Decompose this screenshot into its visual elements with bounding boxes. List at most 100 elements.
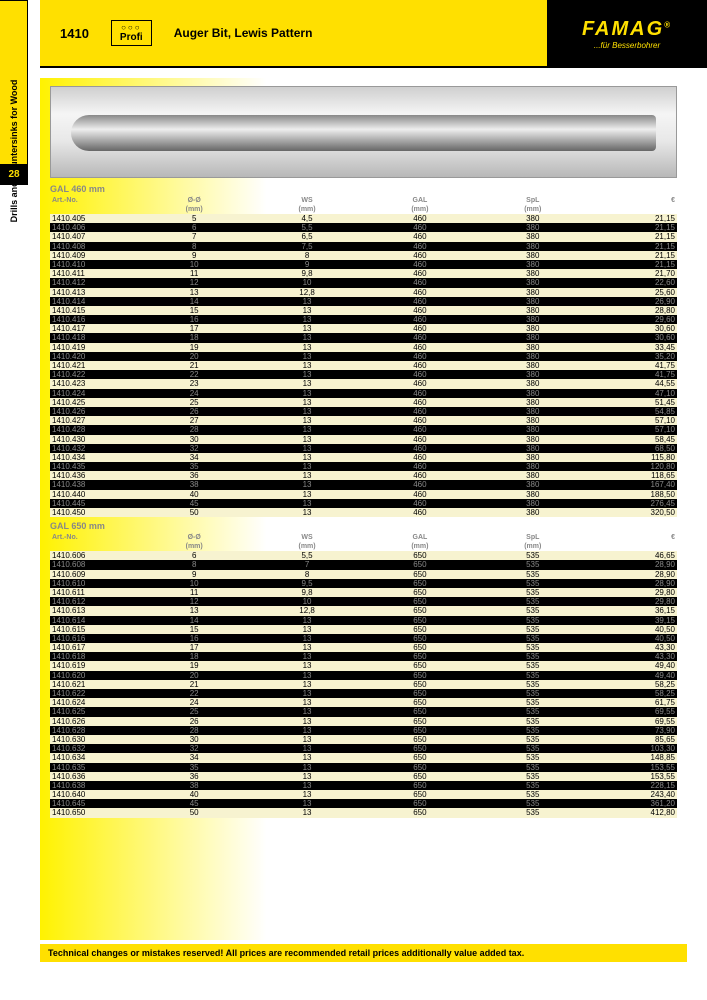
table-cell: 535 [476,799,589,808]
table-cell: 650 [363,735,476,744]
table-cell: 460 [363,398,476,407]
table-cell: 35 [138,462,251,471]
table-row: 1410.419191346038033,45 [50,343,677,352]
table-cell: 460 [363,260,476,269]
table-cell: 535 [476,643,589,652]
table-cell: 460 [363,223,476,232]
table-cell: 460 [363,242,476,251]
table-row: 1410.6099865053528,90 [50,570,677,579]
table-cell: 1410.424 [50,389,138,398]
table-cell: 13 [251,625,364,634]
table-cell: 33,45 [589,343,677,352]
table-row: 1410.614141365053539,15 [50,616,677,625]
table-row: 1410.6131312,865053536,15 [50,606,677,615]
table-row: 1410.610109,565053528,90 [50,579,677,588]
table-row: 1410.60665,565053546,65 [50,551,677,560]
table-cell: 7 [251,560,364,569]
table-cell: 1410.615 [50,625,138,634]
table-cell: 1410.620 [50,671,138,680]
table-cell: 14 [138,297,251,306]
section-title: GAL 650 mm [50,521,677,531]
table-cell: 32 [138,444,251,453]
footer-disclaimer: Technical changes or mistakes reserved! … [40,944,687,962]
table-cell: 21,15 [589,242,677,251]
table-cell: 1410.606 [50,551,138,560]
table-row: 1410.6363613650535153,55 [50,772,677,781]
table-cell: 650 [363,579,476,588]
table-cell: 228,15 [589,781,677,790]
column-header: € [589,533,677,542]
table-cell: 13 [251,333,364,342]
table-cell: 12,8 [251,288,364,297]
table-cell: 13 [251,508,364,517]
table-row: 1410.416161346038029,60 [50,315,677,324]
table-cell: 13 [251,343,364,352]
table-cell: 1410.411 [50,269,138,278]
table-cell: 650 [363,606,476,615]
table-cell: 460 [363,499,476,508]
table-cell: 35,20 [589,352,677,361]
table-cell: 380 [476,480,589,489]
table-cell: 1410.419 [50,343,138,352]
table-cell: 1410.634 [50,753,138,762]
table-cell: 1410.626 [50,717,138,726]
page-number: 28 [0,165,28,185]
table-row: 1410.4505013460380320,50 [50,508,677,517]
table-cell: 276,45 [589,499,677,508]
table-cell: 650 [363,698,476,707]
table-cell: 380 [476,499,589,508]
table-cell: 45 [138,499,251,508]
table-cell: 38 [138,480,251,489]
column-unit [589,205,677,214]
table-row: 1410.421211346038041,75 [50,361,677,370]
table-cell: 40 [138,490,251,499]
table-cell: 39,15 [589,616,677,625]
table-cell: 1410.619 [50,661,138,670]
table-cell: 25 [138,398,251,407]
table-cell: 25 [138,707,251,716]
table-cell: 9 [138,251,251,260]
table-cell: 460 [363,379,476,388]
table-cell: 22,60 [589,278,677,287]
table-cell: 1410.418 [50,333,138,342]
table-cell: 85,65 [589,735,677,744]
table-cell: 51,45 [589,398,677,407]
table-cell: 13 [251,763,364,772]
column-unit: (mm) [251,542,364,551]
table-cell: 21,15 [589,251,677,260]
table-cell: 32 [138,744,251,753]
table-cell: 188,50 [589,490,677,499]
table-cell: 9,8 [251,269,364,278]
table-cell: 650 [363,808,476,817]
table-cell: 1410.625 [50,707,138,716]
table-cell: 120,80 [589,462,677,471]
table-cell: 1410.409 [50,251,138,260]
table-cell: 380 [476,462,589,471]
table-cell: 650 [363,597,476,606]
table-cell: 1410.624 [50,698,138,707]
table-cell: 13 [251,744,364,753]
column-header: GAL [363,533,476,542]
table-cell: 50 [138,508,251,517]
table-cell: 28,90 [589,570,677,579]
table-cell: 535 [476,680,589,689]
table-cell: 460 [363,352,476,361]
table-cell: 380 [476,435,589,444]
table-cell: 58,45 [589,435,677,444]
table-cell: 13 [251,707,364,716]
table-cell: 535 [476,606,589,615]
table-cell: 28,80 [589,306,677,315]
table-cell: 12 [138,597,251,606]
table-cell: 535 [476,579,589,588]
table-row: 1410.427271346038057,10 [50,416,677,425]
table-cell: 13 [251,652,364,661]
table-cell: 9 [138,570,251,579]
table-cell: 1410.636 [50,772,138,781]
table-cell: 13 [251,616,364,625]
table-row: 1410.6343413650535148,85 [50,753,677,762]
table-cell: 650 [363,625,476,634]
table-cell: 1410.614 [50,616,138,625]
table-cell: 535 [476,570,589,579]
table-cell: 153,55 [589,763,677,772]
table-cell: 1410.426 [50,407,138,416]
